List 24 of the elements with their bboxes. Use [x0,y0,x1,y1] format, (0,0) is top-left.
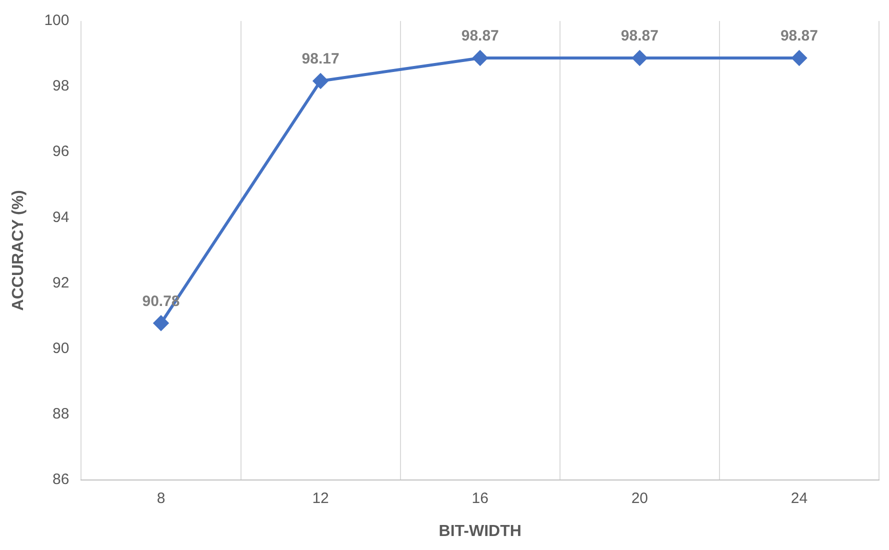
data-label: 98.87 [461,28,499,45]
y-tick-label: 86 [52,470,70,488]
y-tick-label: 100 [44,12,70,30]
y-tick-label: 88 [52,405,70,422]
point [154,316,169,331]
x-tick-label: 12 [312,490,329,507]
data-label: 98.17 [302,50,340,68]
point [632,50,648,66]
x-tick-label: 8 [156,490,166,507]
data-label: 98.87 [780,28,818,45]
y-tick-label: 90 [52,340,70,357]
x-tick-label: 24 [790,490,808,507]
x-axis-title: BIT-WIDTH [438,522,522,540]
y-tick-label: 92 [52,274,70,292]
x-tick-label: 16 [472,490,488,507]
y-tick-label: 96 [52,143,70,160]
point [792,50,807,66]
y-tick-label: 94 [52,208,70,226]
point [472,50,488,66]
y-axis-title: ACCURACY (%) [10,190,28,311]
data-label: 98.87 [620,28,658,45]
point [313,73,328,88]
y-tick-label: 98 [52,78,70,95]
x-tick-label: 20 [631,490,648,507]
